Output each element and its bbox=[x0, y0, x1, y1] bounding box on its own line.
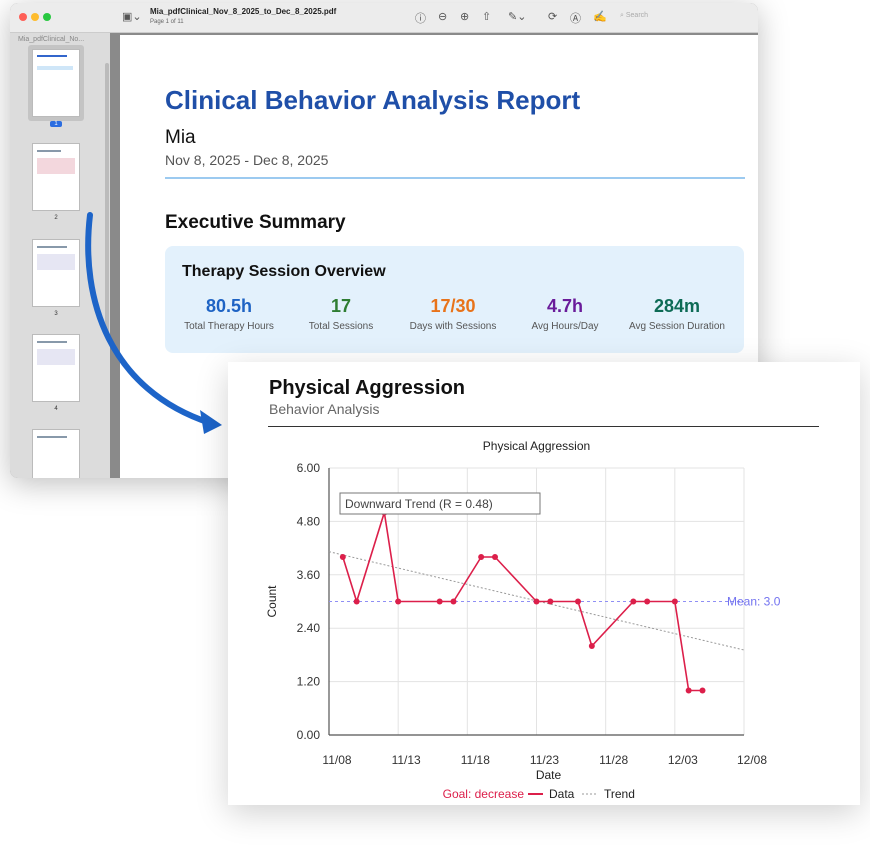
behavior-subtitle: Behavior Analysis bbox=[269, 401, 380, 417]
section-heading: Executive Summary bbox=[165, 212, 346, 233]
chart-title: Physical Aggression bbox=[483, 439, 590, 453]
stat-label: Avg Hours/Day bbox=[531, 321, 599, 332]
data-point bbox=[492, 554, 498, 560]
overview-title: Therapy Session Overview bbox=[182, 263, 386, 280]
line-chart: Physical Aggression 0.00 1.20 2.40 3.60 4.80 6… bbox=[265, 439, 781, 801]
sidebar-scrollbar[interactable] bbox=[105, 63, 109, 333]
annotate-icon[interactable]: Ⓐ bbox=[570, 13, 581, 25]
stat-label: Total Therapy Hours bbox=[184, 321, 274, 332]
page-thumbnail-3[interactable] bbox=[32, 239, 80, 307]
data-point bbox=[450, 598, 457, 605]
minimize-button[interactable] bbox=[31, 13, 39, 21]
page-indicator: Page 1 of 11 bbox=[150, 19, 184, 25]
x-tick-label: 11/28 bbox=[599, 753, 628, 767]
sidebar-title: Mia_pdfClinical_No... bbox=[18, 36, 85, 43]
stat-label: Days with Sessions bbox=[409, 321, 497, 332]
page-thumbnail-2[interactable] bbox=[32, 143, 80, 211]
legend-goal: Goal: decrease bbox=[443, 787, 525, 801]
data-point bbox=[699, 687, 706, 694]
stat-1: 17 Total Sessions bbox=[287, 296, 395, 332]
sidebar-toggle-icon[interactable]: ▣⌄ bbox=[122, 11, 142, 23]
zoom-in-icon[interactable]: ⊕ bbox=[460, 11, 470, 23]
share-icon[interactable]: ⇧ bbox=[482, 11, 492, 23]
data-point bbox=[395, 598, 402, 605]
data-point bbox=[533, 598, 540, 605]
x-tick-label: 11/13 bbox=[392, 753, 421, 767]
x-tick-label: 11/18 bbox=[461, 753, 490, 767]
thumbnail-sidebar: Mia_pdfClinical_No... 1 2 3 4 bbox=[10, 33, 110, 478]
stat-2: 17/30 Days with Sessions bbox=[399, 296, 507, 332]
stat-value: 17/30 bbox=[430, 296, 476, 316]
sign-icon[interactable]: ✍ bbox=[593, 11, 607, 23]
stat-label: Avg Session Duration bbox=[629, 321, 725, 332]
legend-trend: Trend bbox=[604, 787, 635, 801]
annotation-box bbox=[339, 492, 541, 515]
x-tick-label: 12/08 bbox=[737, 753, 767, 767]
mean-label: Mean: 3.0 bbox=[727, 595, 781, 609]
y-tick-label: 4.80 bbox=[297, 514, 321, 528]
stat-value: 80.5h bbox=[205, 296, 253, 316]
data-point bbox=[478, 554, 485, 560]
title-bar: ▣⌄ Mia_pdfClinical_Nov_8_2025_to_Dec_8_2… bbox=[10, 3, 758, 33]
stat-0: 80.5h Total Therapy Hours bbox=[175, 296, 283, 332]
data-point bbox=[436, 598, 443, 605]
info-icon[interactable]: ⓘ bbox=[415, 13, 426, 25]
data-point bbox=[339, 554, 346, 560]
close-button[interactable] bbox=[19, 13, 27, 21]
thumbnail-label: 2 bbox=[54, 215, 58, 221]
divider bbox=[165, 177, 745, 179]
data-point bbox=[671, 598, 678, 605]
data-point bbox=[353, 598, 360, 605]
x-tick-label: 11/23 bbox=[530, 753, 559, 767]
x-tick-label: 12/03 bbox=[668, 753, 698, 767]
y-tick-label: 2.40 bbox=[297, 621, 321, 635]
data-point bbox=[630, 598, 637, 605]
date-range: Nov 8, 2025 - Dec 8, 2025 bbox=[165, 152, 329, 168]
y-tick-label: 0.00 bbox=[297, 728, 321, 742]
x-axis-label: Date bbox=[536, 768, 562, 782]
thumbnail-label: 4 bbox=[54, 406, 58, 412]
page-thumbnail-5[interactable] bbox=[32, 429, 80, 478]
x-tick-label: 11/08 bbox=[322, 753, 351, 767]
behavior-title: Physical Aggression bbox=[269, 377, 465, 399]
y-tick-label: 1.20 bbox=[297, 675, 321, 689]
y-tick-label: 6.00 bbox=[297, 461, 321, 475]
data-point bbox=[685, 687, 692, 694]
stat-label: Total Sessions bbox=[308, 321, 374, 332]
search-input[interactable]: ⌕ Search bbox=[620, 12, 649, 19]
stat-value: 284m bbox=[653, 296, 701, 316]
stat-value: 4.7h bbox=[546, 296, 584, 316]
search-placeholder: Search bbox=[625, 12, 649, 19]
behavior-chart-card: Physical Aggression Behavior Analysis Ph… bbox=[228, 362, 860, 805]
page-thumbnail-4[interactable] bbox=[32, 334, 80, 402]
data-point bbox=[588, 643, 595, 649]
y-tick-label: 3.60 bbox=[297, 568, 321, 582]
data-point bbox=[575, 598, 581, 605]
therapy-overview-card: Therapy Session Overview 80.5h Total Ther… bbox=[165, 246, 744, 353]
markup-pen-icon[interactable]: ✎⌄ bbox=[508, 11, 527, 23]
file-name: Mia_pdfClinical_Nov_8_2025_to_Dec_8_2025… bbox=[150, 7, 337, 16]
thumbnail-label: 3 bbox=[54, 311, 58, 317]
zoom-button[interactable] bbox=[43, 13, 51, 21]
y-axis-label: Count bbox=[265, 585, 279, 618]
data-point bbox=[644, 598, 651, 605]
data-point bbox=[547, 598, 554, 605]
report-title: Clinical Behavior Analysis Report bbox=[165, 85, 581, 115]
patient-name: Mia bbox=[165, 127, 196, 148]
thumbnail-label: 1 bbox=[50, 121, 62, 127]
page-thumbnail-1[interactable] bbox=[32, 49, 80, 117]
preview-window: ▣⌄ Mia_pdfClinical_Nov_8_2025_to_Dec_8_2… bbox=[10, 3, 758, 478]
rotate-icon[interactable]: ⟳ bbox=[548, 11, 558, 23]
zoom-out-icon[interactable]: ⊖ bbox=[438, 11, 448, 23]
stat-3: 4.7h Avg Hours/Day bbox=[511, 296, 619, 332]
stat-value: 17 bbox=[330, 296, 352, 316]
legend-data: Data bbox=[549, 787, 575, 801]
divider bbox=[268, 426, 819, 427]
trend-annotation: Downward Trend (R = 0.48) bbox=[345, 497, 493, 511]
stat-4: 284m Avg Session Duration bbox=[623, 296, 731, 332]
